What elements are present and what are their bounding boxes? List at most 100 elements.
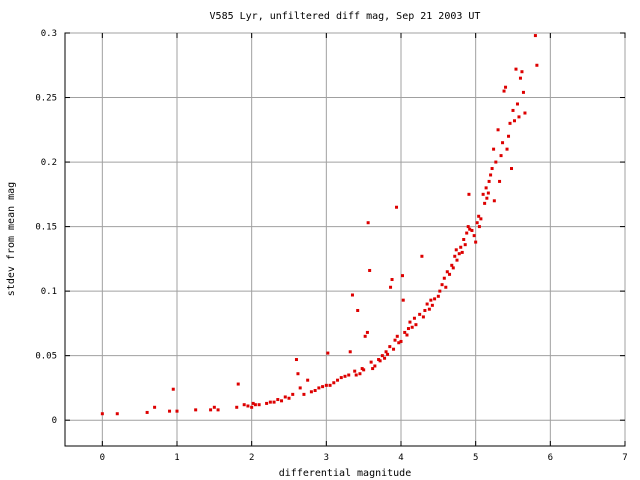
y-axis-ticks: 0 0.05 0.1 0.15 0.2 0.25 0.3 [35,29,625,426]
data-point [477,225,481,229]
data-point [384,350,388,354]
data-point [521,90,525,94]
data-point [287,396,291,400]
data-point [433,297,437,301]
x-tick-label: 3 [324,453,329,463]
y-tick-label: 0.25 [35,94,57,104]
data-point [486,191,490,195]
data-point [533,34,537,38]
data-point [423,308,427,312]
y-tick-label: 0.2 [41,158,57,168]
data-point [294,358,298,362]
data-point [343,374,347,378]
data-point [397,341,401,345]
data-point [512,119,516,123]
x-tick-label: 7 [622,453,627,463]
data-point [371,367,375,371]
data-point [350,293,354,297]
data-point [336,378,340,382]
data-point [492,147,496,151]
data-point [388,345,392,349]
data-point [368,268,372,272]
data-point [399,339,403,343]
y-tick-label: 0.3 [41,29,57,39]
x-tick-label: 0 [100,453,105,463]
data-point [479,217,483,221]
data-point [442,276,446,280]
data-point [283,395,287,399]
data-point [363,334,367,338]
data-point [100,412,104,416]
plot-area [64,32,626,447]
data-point [465,231,469,235]
data-point [386,352,390,356]
data-point [194,408,198,412]
data-point [380,354,384,358]
y-axis-label: stdev from mean mag [6,182,17,296]
data-point [408,320,412,324]
x-tick-label: 6 [548,453,553,463]
data-point [485,196,489,200]
data-point [353,369,357,373]
data-point [406,327,410,331]
data-point [507,134,511,138]
data-point [481,192,485,196]
data-point [498,179,502,183]
data-point [392,347,396,351]
data-point [438,289,442,293]
data-point [115,412,119,416]
data-point [251,401,255,405]
data-point [216,408,220,412]
data-point [306,378,310,382]
data-point [291,392,295,396]
data-point [436,294,440,298]
data-point [412,316,416,320]
data-point [362,368,366,372]
data-point [418,312,422,316]
data-point [393,338,397,342]
data-point [328,383,332,387]
data-point [348,350,352,354]
data-point [253,403,257,407]
data-point [454,248,458,252]
data-points [100,34,539,416]
data-point [496,128,500,132]
data-point [405,333,409,337]
data-point [460,250,464,254]
data-point [383,356,387,360]
data-point [326,351,330,355]
data-point [484,186,488,190]
data-point [389,285,393,289]
data-point [356,308,360,312]
data-point [369,360,373,364]
data-point [401,298,405,302]
data-point [425,302,429,306]
y-tick-label: 0 [52,416,57,426]
data-point [463,243,467,247]
data-point [508,121,512,125]
y-tick-label: 0.1 [41,287,57,297]
data-point [517,115,521,119]
data-point [324,383,328,387]
data-point [365,330,369,334]
data-point [459,245,463,249]
data-point [510,167,514,171]
data-point [511,108,515,112]
data-point [171,387,175,391]
data-point [309,390,313,394]
data-point [514,67,518,71]
data-point [400,274,404,278]
data-point [487,179,491,183]
data-point [535,63,539,67]
data-point [504,85,508,89]
data-point [420,254,424,258]
data-point [378,359,382,363]
data-point [235,405,239,409]
data-point [302,392,306,396]
data-point [268,400,272,404]
x-axis-ticks: 0 1 2 3 4 5 6 7 [100,33,628,463]
data-point [272,400,276,404]
data-point [280,399,284,403]
data-point [209,408,213,412]
